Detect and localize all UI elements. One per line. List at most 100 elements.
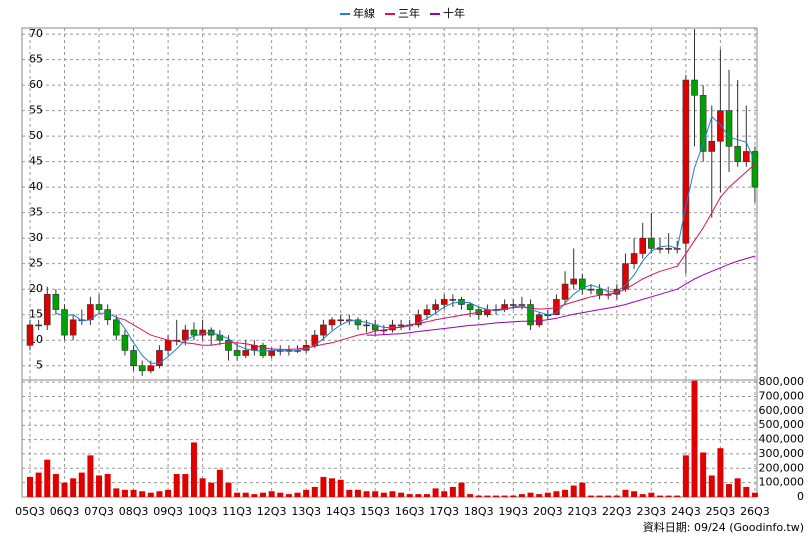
ma-line (55, 115, 756, 364)
volume-bar (78, 472, 85, 497)
volume-bar (648, 492, 655, 497)
candle-body (423, 309, 431, 316)
candle-body (87, 304, 94, 321)
volume-bar (320, 476, 327, 497)
legend-label: 三年 (398, 6, 420, 20)
x-tick-label: 14Q3 (326, 505, 356, 518)
volume-bar (27, 476, 33, 497)
volume-bar (562, 489, 569, 497)
candle-body (596, 288, 603, 295)
volume-bar (726, 484, 733, 497)
candle-body (665, 248, 672, 250)
volume-bar (337, 479, 344, 497)
volume-bar (294, 492, 301, 497)
candle-body (26, 324, 34, 346)
volume-bar (199, 478, 206, 497)
x-tick-label: 18Q3 (464, 505, 494, 518)
volume-bar (708, 475, 715, 497)
volume-bar (96, 475, 103, 497)
y-tick-label: 600,000 (759, 404, 805, 417)
y-tick-label: 55 (29, 104, 43, 117)
volume-bar (441, 491, 448, 497)
x-tick-label: 22Q3 (602, 505, 632, 518)
volume-bar (285, 494, 292, 497)
y-tick-label: 700,000 (759, 390, 805, 403)
volume-bar (104, 474, 111, 497)
volume-bar (147, 492, 154, 497)
volume-bar (70, 478, 77, 497)
volume-bar (398, 492, 405, 497)
candle-body (466, 304, 474, 310)
x-tick-label: 13Q3 (291, 505, 321, 518)
y-tick-label: 35 (29, 206, 43, 219)
candle-body (43, 293, 51, 326)
x-tick-label: 07Q3 (84, 505, 114, 518)
volume-bar (44, 459, 51, 497)
candle-body (630, 253, 638, 264)
y-tick-label: 25 (29, 257, 43, 270)
volume-bar (208, 482, 215, 497)
volume-bar (113, 488, 120, 497)
volume-bar (475, 495, 482, 497)
candle-body (95, 304, 103, 310)
x-tick-label: 16Q3 (395, 505, 425, 518)
volume-bar (190, 442, 197, 497)
candle-body (190, 329, 198, 336)
candle-body (69, 319, 77, 336)
x-tick-label: 12Q3 (257, 505, 287, 518)
volume-bar (415, 494, 422, 497)
volume-bar (303, 489, 310, 497)
volume-bar (631, 491, 638, 497)
x-tick-label: 11Q3 (222, 505, 252, 518)
x-tick-label: 10Q3 (188, 505, 218, 518)
candle-body (337, 319, 344, 322)
x-tick-label: 26Q3 (740, 505, 770, 518)
volume-bar (518, 494, 525, 497)
volume-bar (587, 495, 594, 497)
volume-bar (35, 472, 42, 497)
footer: 資料日期: 09/24 (Goodinfo.tw) (643, 520, 804, 534)
candle-body (587, 288, 595, 291)
candle-body (397, 324, 405, 327)
candle-body (415, 314, 422, 326)
volume-bar (52, 474, 59, 497)
volume-bar (527, 492, 534, 497)
volume-bar (751, 492, 758, 497)
candle-body (156, 350, 163, 367)
candle-body (268, 350, 275, 356)
candle-body (233, 350, 241, 356)
y-tick-label: 200,000 (759, 461, 805, 474)
volume-bar (380, 492, 387, 497)
volume-bar (432, 488, 439, 497)
volume-bar (121, 489, 128, 497)
volume-bar (674, 495, 681, 497)
y-tick-label: 5 (36, 359, 43, 372)
candle-body (363, 324, 370, 327)
candle-body (432, 304, 439, 310)
x-tick-label: 24Q3 (671, 505, 701, 518)
candle-body (354, 319, 362, 326)
volume-bar (389, 491, 396, 497)
candle-body (242, 350, 250, 356)
candle-body (52, 293, 60, 310)
x-tick-label: 23Q3 (637, 505, 667, 518)
volume-bar (156, 491, 163, 497)
volume-bar (260, 492, 267, 497)
candle-body (61, 309, 68, 336)
y-tick-label: 45 (29, 155, 43, 168)
volume-bar (139, 491, 146, 497)
volume-bar (467, 494, 474, 497)
y-tick-label: 400,000 (759, 433, 805, 446)
y-tick-label: 40 (29, 180, 43, 193)
volume-bar (346, 489, 353, 497)
y-tick-label: 20 (29, 282, 43, 295)
candle-body (656, 248, 664, 250)
volume-bar (242, 492, 249, 497)
candle-body (691, 79, 698, 96)
volume-bar (613, 495, 620, 497)
volume-bar (544, 492, 551, 497)
y-tick-label: 0 (797, 490, 804, 503)
candle-body (639, 237, 647, 254)
y-tick-label: 500,000 (759, 418, 805, 431)
candle-body (164, 339, 172, 351)
